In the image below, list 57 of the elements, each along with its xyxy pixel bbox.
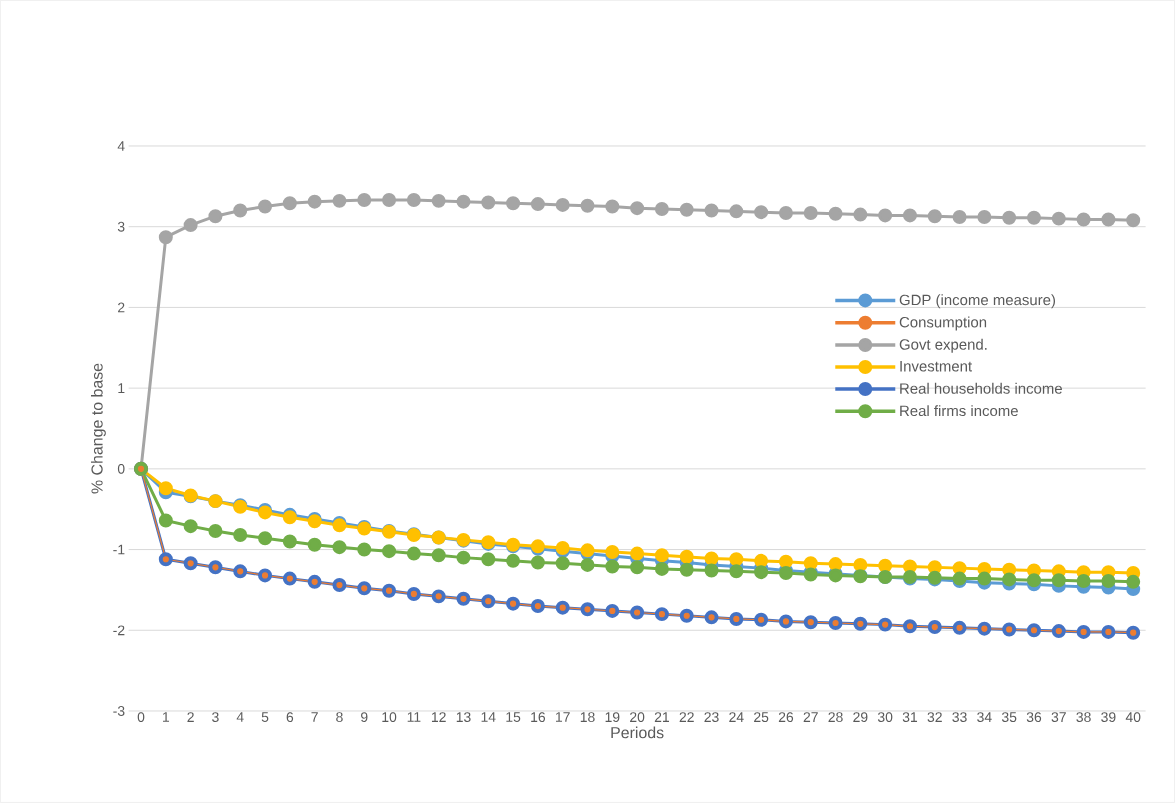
x-tick-label: 32	[927, 712, 942, 723]
legend-label: GDP (income measure)	[899, 294, 1056, 309]
x-tick-label: 21	[654, 712, 669, 722]
x-tick-label: 26	[778, 712, 794, 723]
y-tick-label: 1	[118, 383, 125, 393]
x-tick-label: 9	[361, 712, 368, 723]
y-tick-label: 3	[117, 221, 125, 232]
y-tick-label: -1	[113, 544, 125, 555]
x-tick-label: 40	[1125, 712, 1141, 723]
x-tick-label: 14	[481, 712, 496, 722]
x-tick-label: 28	[828, 712, 843, 723]
x-tick-label: 7	[311, 712, 318, 722]
x-tick-label: 22	[679, 712, 694, 722]
x-tick-label: 29	[853, 712, 868, 723]
x-tick-label: 18	[580, 712, 595, 723]
x-tick-label: 17	[556, 712, 570, 722]
x-tick-label: 31	[902, 712, 918, 723]
legend-label: Consumption	[899, 316, 987, 331]
x-tick-label: 33	[952, 712, 967, 723]
x-tick-label: 3	[212, 712, 219, 723]
x-tick-label: 1	[163, 712, 170, 722]
y-tick-label: 0	[117, 463, 125, 474]
x-tick-label: 2	[187, 712, 194, 722]
y-axis-title: % Change to base	[90, 363, 106, 494]
x-tick-label: 10	[382, 712, 397, 723]
x-tick-label: 37	[1051, 712, 1066, 723]
legend-label: Govt expend.	[899, 338, 987, 353]
x-tick-label: 23	[704, 712, 719, 723]
y-tick-label: -3	[113, 706, 125, 716]
x-tick-label: 13	[456, 712, 471, 723]
x-tick-label: 34	[977, 712, 992, 723]
x-tick-label: 39	[1101, 712, 1116, 723]
x-tick-label: 11	[407, 712, 421, 722]
x-tick-label: 16	[531, 712, 546, 723]
x-tick-label: 5	[261, 712, 269, 722]
x-tick-label: 6	[286, 712, 294, 723]
x-tick-label: 38	[1076, 712, 1091, 723]
legend-label: Real households income	[900, 382, 1062, 394]
x-tick-label: 36	[1026, 712, 1042, 723]
x-tick-label: 25	[754, 712, 769, 723]
legend-label: Real firms income	[900, 405, 1018, 417]
x-tick-label: 24	[729, 712, 744, 722]
x-tick-label: 20	[630, 712, 645, 723]
x-tick-label: 8	[336, 712, 343, 723]
x-tick-label: 27	[803, 712, 818, 722]
x-tick-label: 12	[431, 712, 446, 722]
y-tick-label: 2	[118, 302, 125, 313]
x-tick-label: 4	[236, 712, 244, 722]
y-tick-label: 4	[117, 141, 125, 151]
x-tick-label: 19	[605, 712, 620, 723]
y-tick-label: -2	[113, 625, 125, 636]
x-tick-label: 15	[506, 712, 521, 722]
legend-label: Investment	[900, 361, 972, 372]
x-tick-label: 35	[1001, 712, 1017, 723]
x-tick-label: 30	[877, 712, 893, 723]
x-tick-label: 0	[137, 712, 145, 723]
x-axis-title: Periods	[611, 726, 664, 739]
